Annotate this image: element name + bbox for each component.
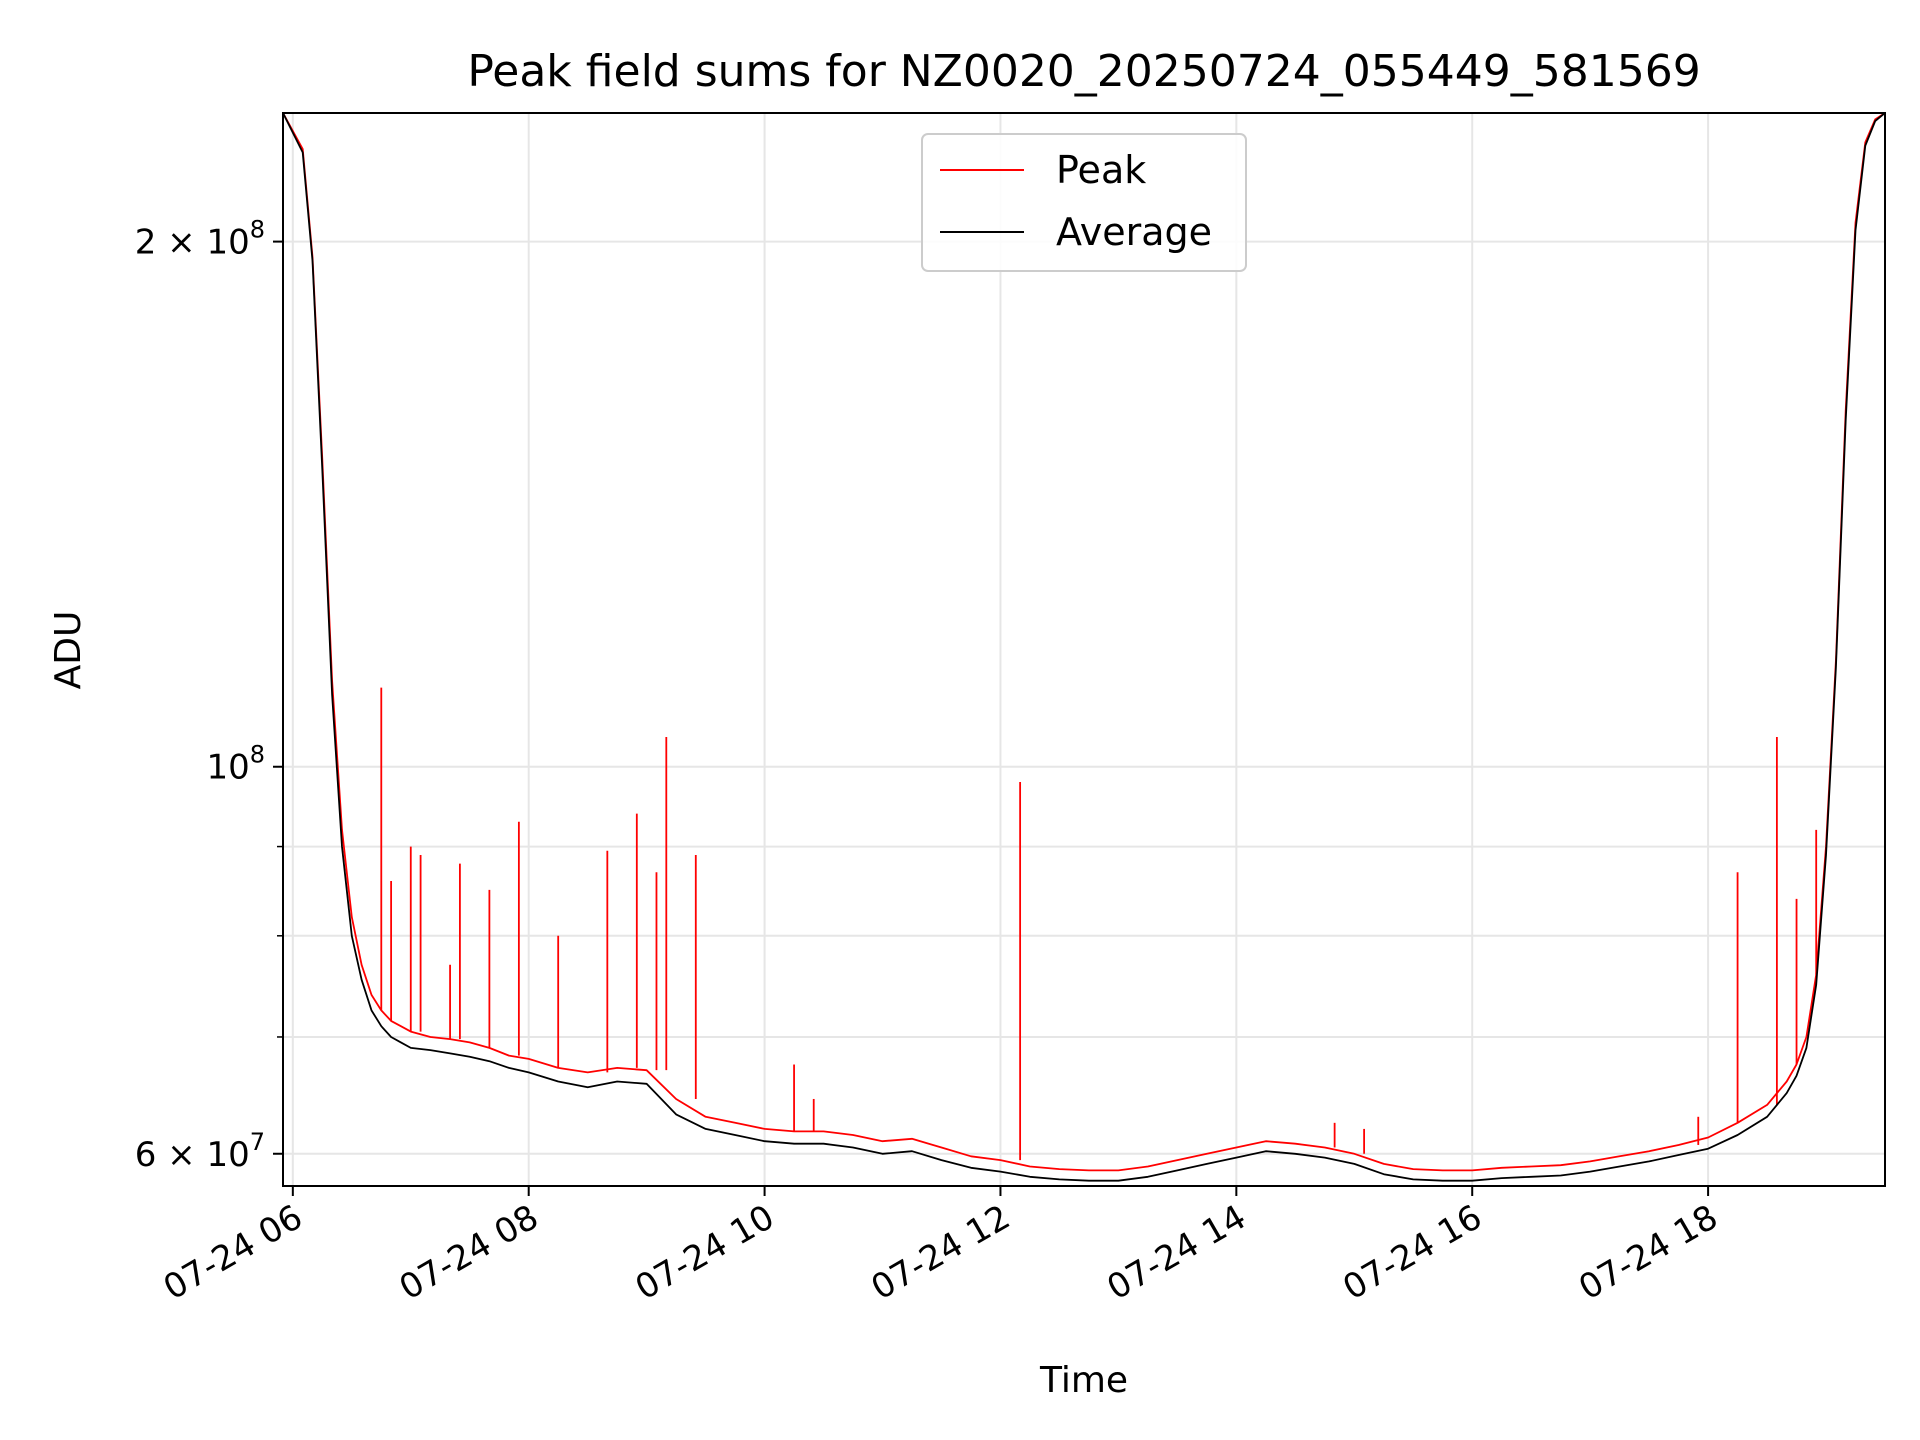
- y-tick-label: 2 × 108: [135, 216, 265, 263]
- legend: Peak Average: [921, 133, 1247, 272]
- y-axis-label: ADU: [48, 611, 89, 690]
- x-axis-label: Time: [1039, 1360, 1128, 1401]
- legend-box: [921, 133, 1247, 272]
- y-tick-label: 6 × 107: [135, 1128, 265, 1175]
- plot-frame: [282, 112, 1886, 1187]
- series-line-average: [283, 113, 1885, 1182]
- y-axis: 6 × 107 108 2 × 108: [135, 216, 283, 1175]
- chart-title: Peak field sums for NZ0020_20250724_0554…: [467, 46, 1700, 97]
- legend-average-label: Average: [1056, 210, 1212, 254]
- series-layer: [283, 113, 1885, 1182]
- y-tick-label: 108: [206, 741, 265, 788]
- series-line-peak: [283, 113, 1885, 1172]
- series-peak: [283, 113, 1885, 1172]
- series-average: [283, 113, 1885, 1182]
- legend-peak-label: Peak: [1056, 148, 1146, 192]
